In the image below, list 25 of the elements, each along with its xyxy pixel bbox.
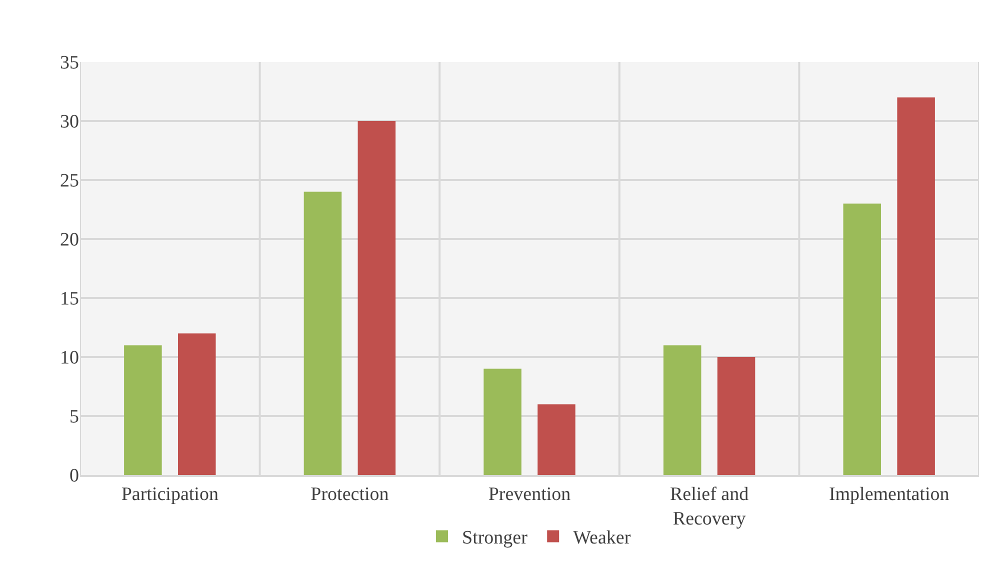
y-tick-label: 25 xyxy=(60,170,79,192)
y-tick-label: 10 xyxy=(60,348,79,369)
y-tick-label: 35 xyxy=(60,52,79,74)
y-tick-label: 0 xyxy=(70,466,79,487)
bar xyxy=(663,345,702,475)
x-tick-label: Relief and Recovery xyxy=(670,484,750,530)
bar xyxy=(124,345,162,475)
legend-label: Stronger xyxy=(462,528,528,549)
bar xyxy=(717,357,756,475)
y-tick-label: 20 xyxy=(60,230,79,251)
x-tick-label: Prevention xyxy=(488,484,572,505)
bar xyxy=(538,404,576,475)
bar xyxy=(178,333,216,475)
bar xyxy=(843,204,882,475)
legend-label: Weaker xyxy=(573,528,632,549)
bar xyxy=(897,97,935,475)
x-tick-label: Participation xyxy=(121,484,219,505)
x-tick-label: Protection xyxy=(310,484,390,505)
x-tick-label: Implementation xyxy=(828,484,950,505)
bar xyxy=(358,121,396,475)
y-tick-label: 30 xyxy=(60,112,79,133)
bar xyxy=(484,368,522,475)
y-tick-label: 15 xyxy=(60,288,79,310)
bar xyxy=(304,192,342,475)
y-tick-label: 5 xyxy=(70,406,79,428)
